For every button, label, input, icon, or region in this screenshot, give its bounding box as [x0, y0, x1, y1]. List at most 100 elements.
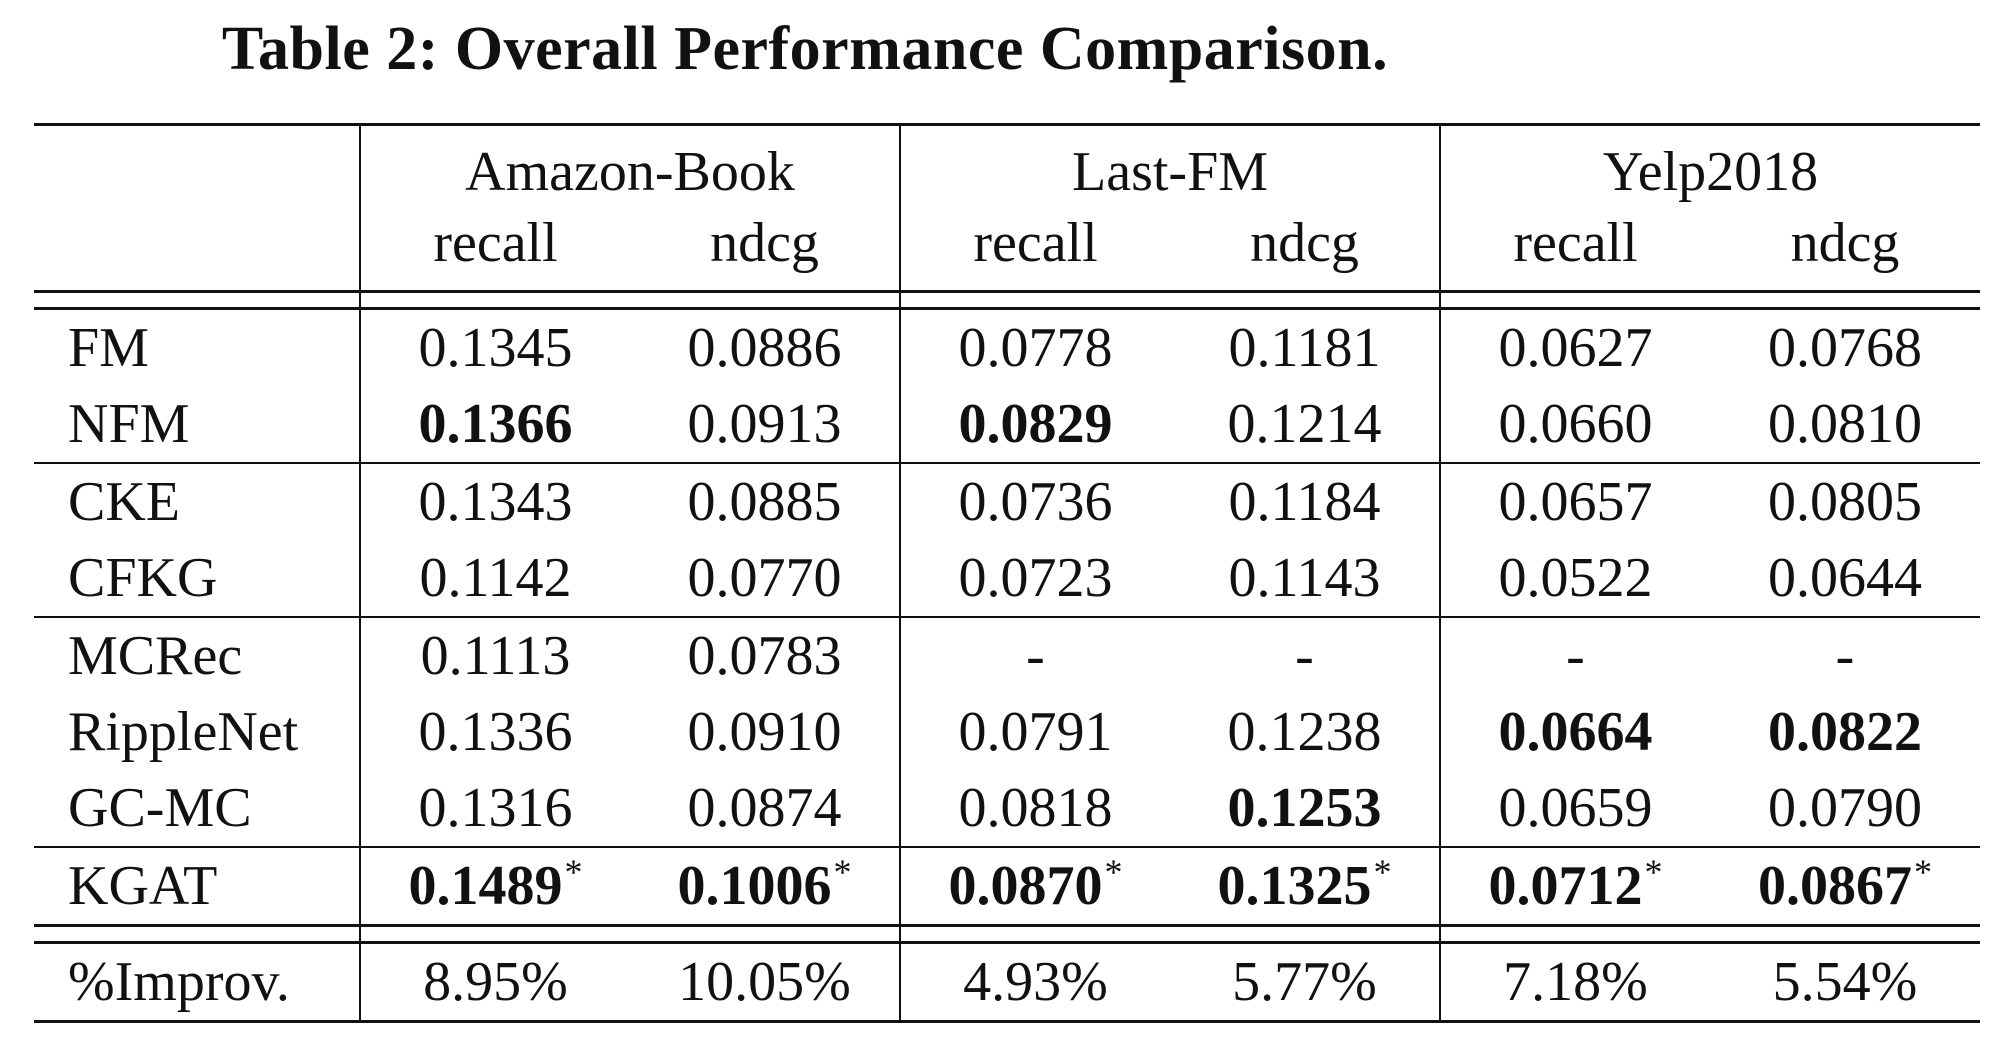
table-row: KGAT 0.1489* 0.1006* 0.0870* 0.1325* 0.0712* 0… [34, 846, 1980, 926]
metric-value-text: 0.0818 [958, 777, 1113, 839]
metric-value-text: 0.1345 [418, 317, 573, 379]
metric-value: 0.0644 [1710, 540, 1980, 617]
metric-value-text: 0.0867 [1758, 855, 1912, 917]
metric-value-text: 0.1343 [418, 471, 573, 533]
metric-value: 0.0874 [630, 770, 901, 847]
table-row: RippleNet 0.1336 0.0910 0.0791 0.1238 0.0664 0… [34, 694, 1980, 770]
metric-value-text: 0.1316 [418, 777, 573, 839]
metric-value-text: 0.1336 [418, 701, 573, 763]
metric-header: recall [1513, 212, 1638, 274]
metric-value-text: 0.1325 [1217, 855, 1372, 917]
metric-value: 0.0886 [630, 308, 901, 386]
method-name-text: %Improv. [68, 951, 290, 1013]
metric-value: 0.1214 [1170, 386, 1441, 463]
metric-value: 0.0736 [900, 462, 1170, 540]
table-row: MCRec 0.1113 0.0783 - - - - [34, 616, 1980, 694]
table-row: NFM 0.1366 0.0913 0.0829 0.1214 0.0660 0.0810 [34, 386, 1980, 463]
metric-value: 0.0910 [630, 694, 901, 770]
method-name: NFM [34, 386, 361, 463]
improvement-double-rule [34, 924, 1980, 944]
metric-value-text: 0.0870 [948, 855, 1103, 917]
method-name: CKE [34, 462, 361, 540]
metric-value: 0.1343 [360, 462, 630, 540]
metric-value-text: 0.0712 [1488, 855, 1643, 917]
metric-value: 0.0791 [900, 694, 1170, 770]
metric-header: ndcg [1170, 204, 1441, 292]
method-name-text: MCRec [68, 625, 243, 687]
metric-value: 0.0818 [900, 770, 1170, 847]
significance-mark: * [1373, 852, 1392, 892]
metric-value: 0.1113 [360, 616, 630, 694]
improvement-value-text: 5.54% [1772, 951, 1918, 1013]
improvement-value: 5.54% [1710, 942, 1980, 1023]
performance-table: Amazon-Book Last-FM Yelp2018 recall ndcg… [34, 123, 1980, 1023]
metric-value: 0.0790 [1710, 770, 1980, 847]
metric-value-text: 0.0886 [687, 317, 842, 379]
metric-value-text: 0.0522 [1498, 547, 1653, 609]
method-name-text: CKE [68, 471, 180, 533]
metric-value: 0.0657 [1440, 462, 1710, 540]
metric-value-text: 0.1366 [418, 393, 573, 455]
metric-value: - [900, 616, 1170, 694]
metric-value: 0.1325* [1170, 846, 1441, 926]
metric-value: 0.1181 [1170, 308, 1441, 386]
metric-value: 0.0522 [1440, 540, 1710, 617]
metric-value-text: 0.1184 [1228, 471, 1381, 533]
significance-mark: * [564, 852, 583, 892]
metric-value-text: 0.1214 [1227, 393, 1382, 455]
metric-value-text: 0.0778 [958, 317, 1113, 379]
metric-value-text: - [1835, 625, 1855, 687]
metric-value: 0.0778 [900, 309, 1170, 387]
metric-value: 0.1006* [630, 846, 901, 926]
metric-value-text: 0.0660 [1498, 393, 1653, 455]
method-name: KGAT [34, 846, 361, 926]
metric-value-text: 0.0723 [958, 547, 1113, 609]
method-name: GC-MC [34, 770, 361, 847]
metric-value-text: 0.0822 [1768, 701, 1922, 763]
improvement-value: 4.93% [900, 942, 1170, 1023]
metric-value: 0.0723 [900, 540, 1170, 617]
method-name-text: KGAT [68, 855, 218, 917]
table-row: CFKG 0.1142 0.0770 0.0723 0.1143 0.0522 0.0644 [34, 540, 1980, 617]
significance-mark: * [1914, 852, 1932, 892]
metric-value-text: 0.0644 [1768, 547, 1922, 609]
metric-value: 0.0660 [1440, 386, 1710, 463]
metric-value-text: 0.0791 [958, 701, 1113, 763]
method-name: CFKG [34, 540, 361, 617]
metric-value: 0.1316 [360, 770, 630, 847]
metric-value-text: 0.0910 [687, 701, 842, 763]
dataset-header: Last-FM [900, 123, 1441, 204]
significance-mark: * [833, 852, 852, 892]
metric-value-text: 0.0783 [687, 625, 842, 687]
metric-value: 0.0867* [1710, 846, 1980, 926]
significance-mark: * [1644, 852, 1663, 892]
method-name-text: GC-MC [68, 777, 252, 839]
metric-value: 0.0768 [1710, 309, 1980, 387]
metric-value-text: 0.0805 [1768, 471, 1922, 533]
metric-value-text: 0.0829 [958, 393, 1113, 455]
table-row: CKE 0.1343 0.0885 0.0736 0.1184 0.0657 0.0805 [34, 462, 1980, 540]
metric-value: - [1170, 616, 1441, 694]
metric-value-text: 0.0885 [687, 471, 842, 533]
improvement-value: 7.18% [1440, 942, 1710, 1023]
method-name-text: CFKG [68, 547, 218, 609]
metric-value-text: 0.0657 [1498, 471, 1653, 533]
metric-value: 0.1238 [1170, 694, 1441, 770]
metric-value: 0.0810 [1710, 386, 1980, 463]
metric-value-text: - [1295, 625, 1314, 687]
improvement-value: 8.95% [360, 942, 630, 1023]
metric-value-text: 0.1489 [408, 855, 563, 917]
metric-value-text: 0.1253 [1227, 777, 1382, 839]
metric-value-text: 0.0790 [1768, 777, 1922, 839]
metric-value-text: 0.1143 [1228, 547, 1381, 609]
metric-value: 0.0627 [1440, 309, 1710, 387]
method-name-text: FM [68, 317, 149, 379]
table-row: GC-MC 0.1316 0.0874 0.0818 0.1253 0.0659 0.079… [34, 770, 1980, 847]
metric-value-text: - [1566, 625, 1585, 687]
metric-value-text: 0.0913 [687, 393, 842, 455]
improvement-value: 5.77% [1170, 942, 1441, 1023]
improvement-value-text: 8.95% [423, 951, 568, 1013]
metric-value-text: - [1026, 625, 1045, 687]
metric-value: 0.1345 [360, 309, 630, 387]
metric-value-text: 0.0736 [958, 471, 1113, 533]
